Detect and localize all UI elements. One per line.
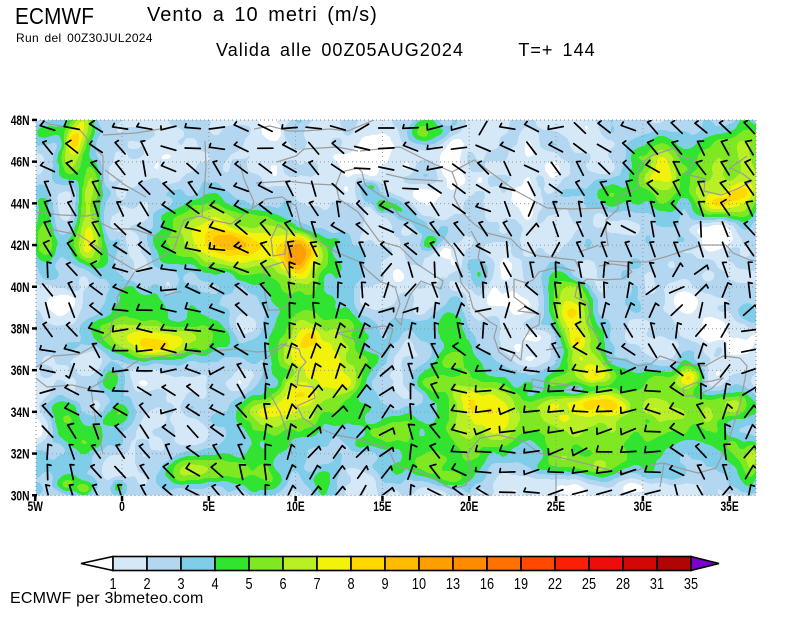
svg-text:30E: 30E — [634, 499, 652, 515]
svg-text:48N: 48N — [11, 113, 30, 129]
svg-text:40N: 40N — [11, 279, 30, 295]
svg-text:32N: 32N — [11, 446, 30, 462]
svg-text:3: 3 — [177, 576, 184, 593]
svg-text:35: 35 — [684, 576, 698, 593]
svg-text:0: 0 — [119, 499, 125, 515]
svg-text:10: 10 — [412, 576, 426, 593]
svg-text:5: 5 — [245, 576, 252, 593]
svg-text:38N: 38N — [11, 321, 30, 337]
svg-text:25E: 25E — [547, 499, 565, 515]
svg-text:34N: 34N — [11, 405, 30, 421]
svg-text:19: 19 — [514, 576, 528, 593]
svg-text:6: 6 — [279, 576, 286, 593]
svg-text:20E: 20E — [460, 499, 478, 515]
svg-text:46N: 46N — [11, 154, 30, 170]
svg-text:1: 1 — [109, 576, 116, 593]
svg-text:36N: 36N — [11, 363, 30, 379]
svg-text:28: 28 — [616, 576, 630, 593]
svg-text:42N: 42N — [11, 238, 30, 254]
svg-text:13: 13 — [446, 576, 460, 593]
svg-text:5E: 5E — [203, 499, 216, 515]
svg-text:25: 25 — [582, 576, 596, 593]
svg-text:2: 2 — [143, 576, 150, 593]
svg-text:16: 16 — [480, 576, 494, 593]
svg-text:35E: 35E — [720, 499, 738, 515]
svg-text:10E: 10E — [286, 499, 304, 515]
svg-text:9: 9 — [381, 576, 388, 593]
svg-text:5W: 5W — [28, 499, 44, 515]
svg-text:8: 8 — [347, 576, 354, 593]
svg-text:4: 4 — [211, 576, 218, 593]
svg-text:22: 22 — [548, 576, 562, 593]
svg-text:7: 7 — [313, 576, 320, 593]
svg-text:31: 31 — [650, 576, 664, 593]
svg-text:30N: 30N — [11, 488, 30, 504]
svg-text:44N: 44N — [11, 196, 30, 212]
svg-text:15E: 15E — [373, 499, 391, 515]
